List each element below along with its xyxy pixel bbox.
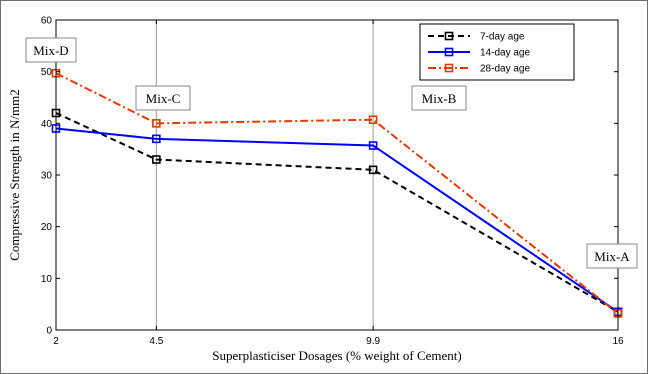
- y-tick-label: 0: [46, 326, 52, 337]
- annotation-label: Mix-B: [422, 91, 457, 106]
- annotation-label: Mix-D: [33, 43, 68, 58]
- series-line-1: [55, 112, 619, 313]
- data-point: [152, 134, 161, 144]
- y-tick-label: 30: [41, 171, 53, 182]
- annotation-box: [586, 243, 638, 269]
- legend-entry: 14-day age: [480, 48, 530, 59]
- y-tick-label: 50: [41, 67, 53, 78]
- y-tick-label: 60: [41, 16, 53, 27]
- annotations: Mix-D Mix-C Mix-B Mix-A: [25, 37, 638, 269]
- legend-marker: [444, 47, 454, 57]
- legend: 7-day age 14-day age 28-day age: [419, 23, 575, 81]
- legend-entry: 7-day age: [480, 32, 525, 43]
- annotation-label: Mix-C: [146, 91, 181, 106]
- legend-marker: [444, 63, 454, 73]
- annotation-box: [411, 85, 467, 111]
- legend-entry: 28-day age: [480, 64, 530, 75]
- data-point: [368, 115, 378, 125]
- y-axis-label: Compressive Strength in N/mm2: [7, 89, 22, 261]
- x-tick-label: 16: [612, 336, 624, 347]
- data-point: [152, 155, 161, 164]
- y-tick-label: 40: [41, 119, 53, 130]
- y-tick-label: 10: [41, 274, 53, 285]
- axis-ticks: 2 4.5 9.9 16 0 10 20 30 40 50 60: [41, 16, 624, 348]
- annotation-label: Mix-A: [594, 249, 630, 264]
- annotation-box: [135, 85, 191, 111]
- series-line-2: [55, 127, 619, 313]
- data-point: [368, 165, 378, 175]
- data-point: [152, 119, 161, 128]
- x-axis-label: Superplasticiser Dosages (% weight of Ce…: [212, 348, 461, 363]
- data-point: [368, 141, 378, 150]
- x-tick-label: 2: [53, 336, 59, 347]
- series-line-3: [55, 72, 619, 315]
- x-tick-label: 4.5: [149, 336, 163, 347]
- x-tick-label: 9.9: [366, 336, 380, 347]
- legend-marker: [444, 31, 454, 41]
- y-tick-label: 20: [41, 222, 53, 233]
- annotation-box: [25, 37, 77, 63]
- gridlines: [155, 20, 374, 330]
